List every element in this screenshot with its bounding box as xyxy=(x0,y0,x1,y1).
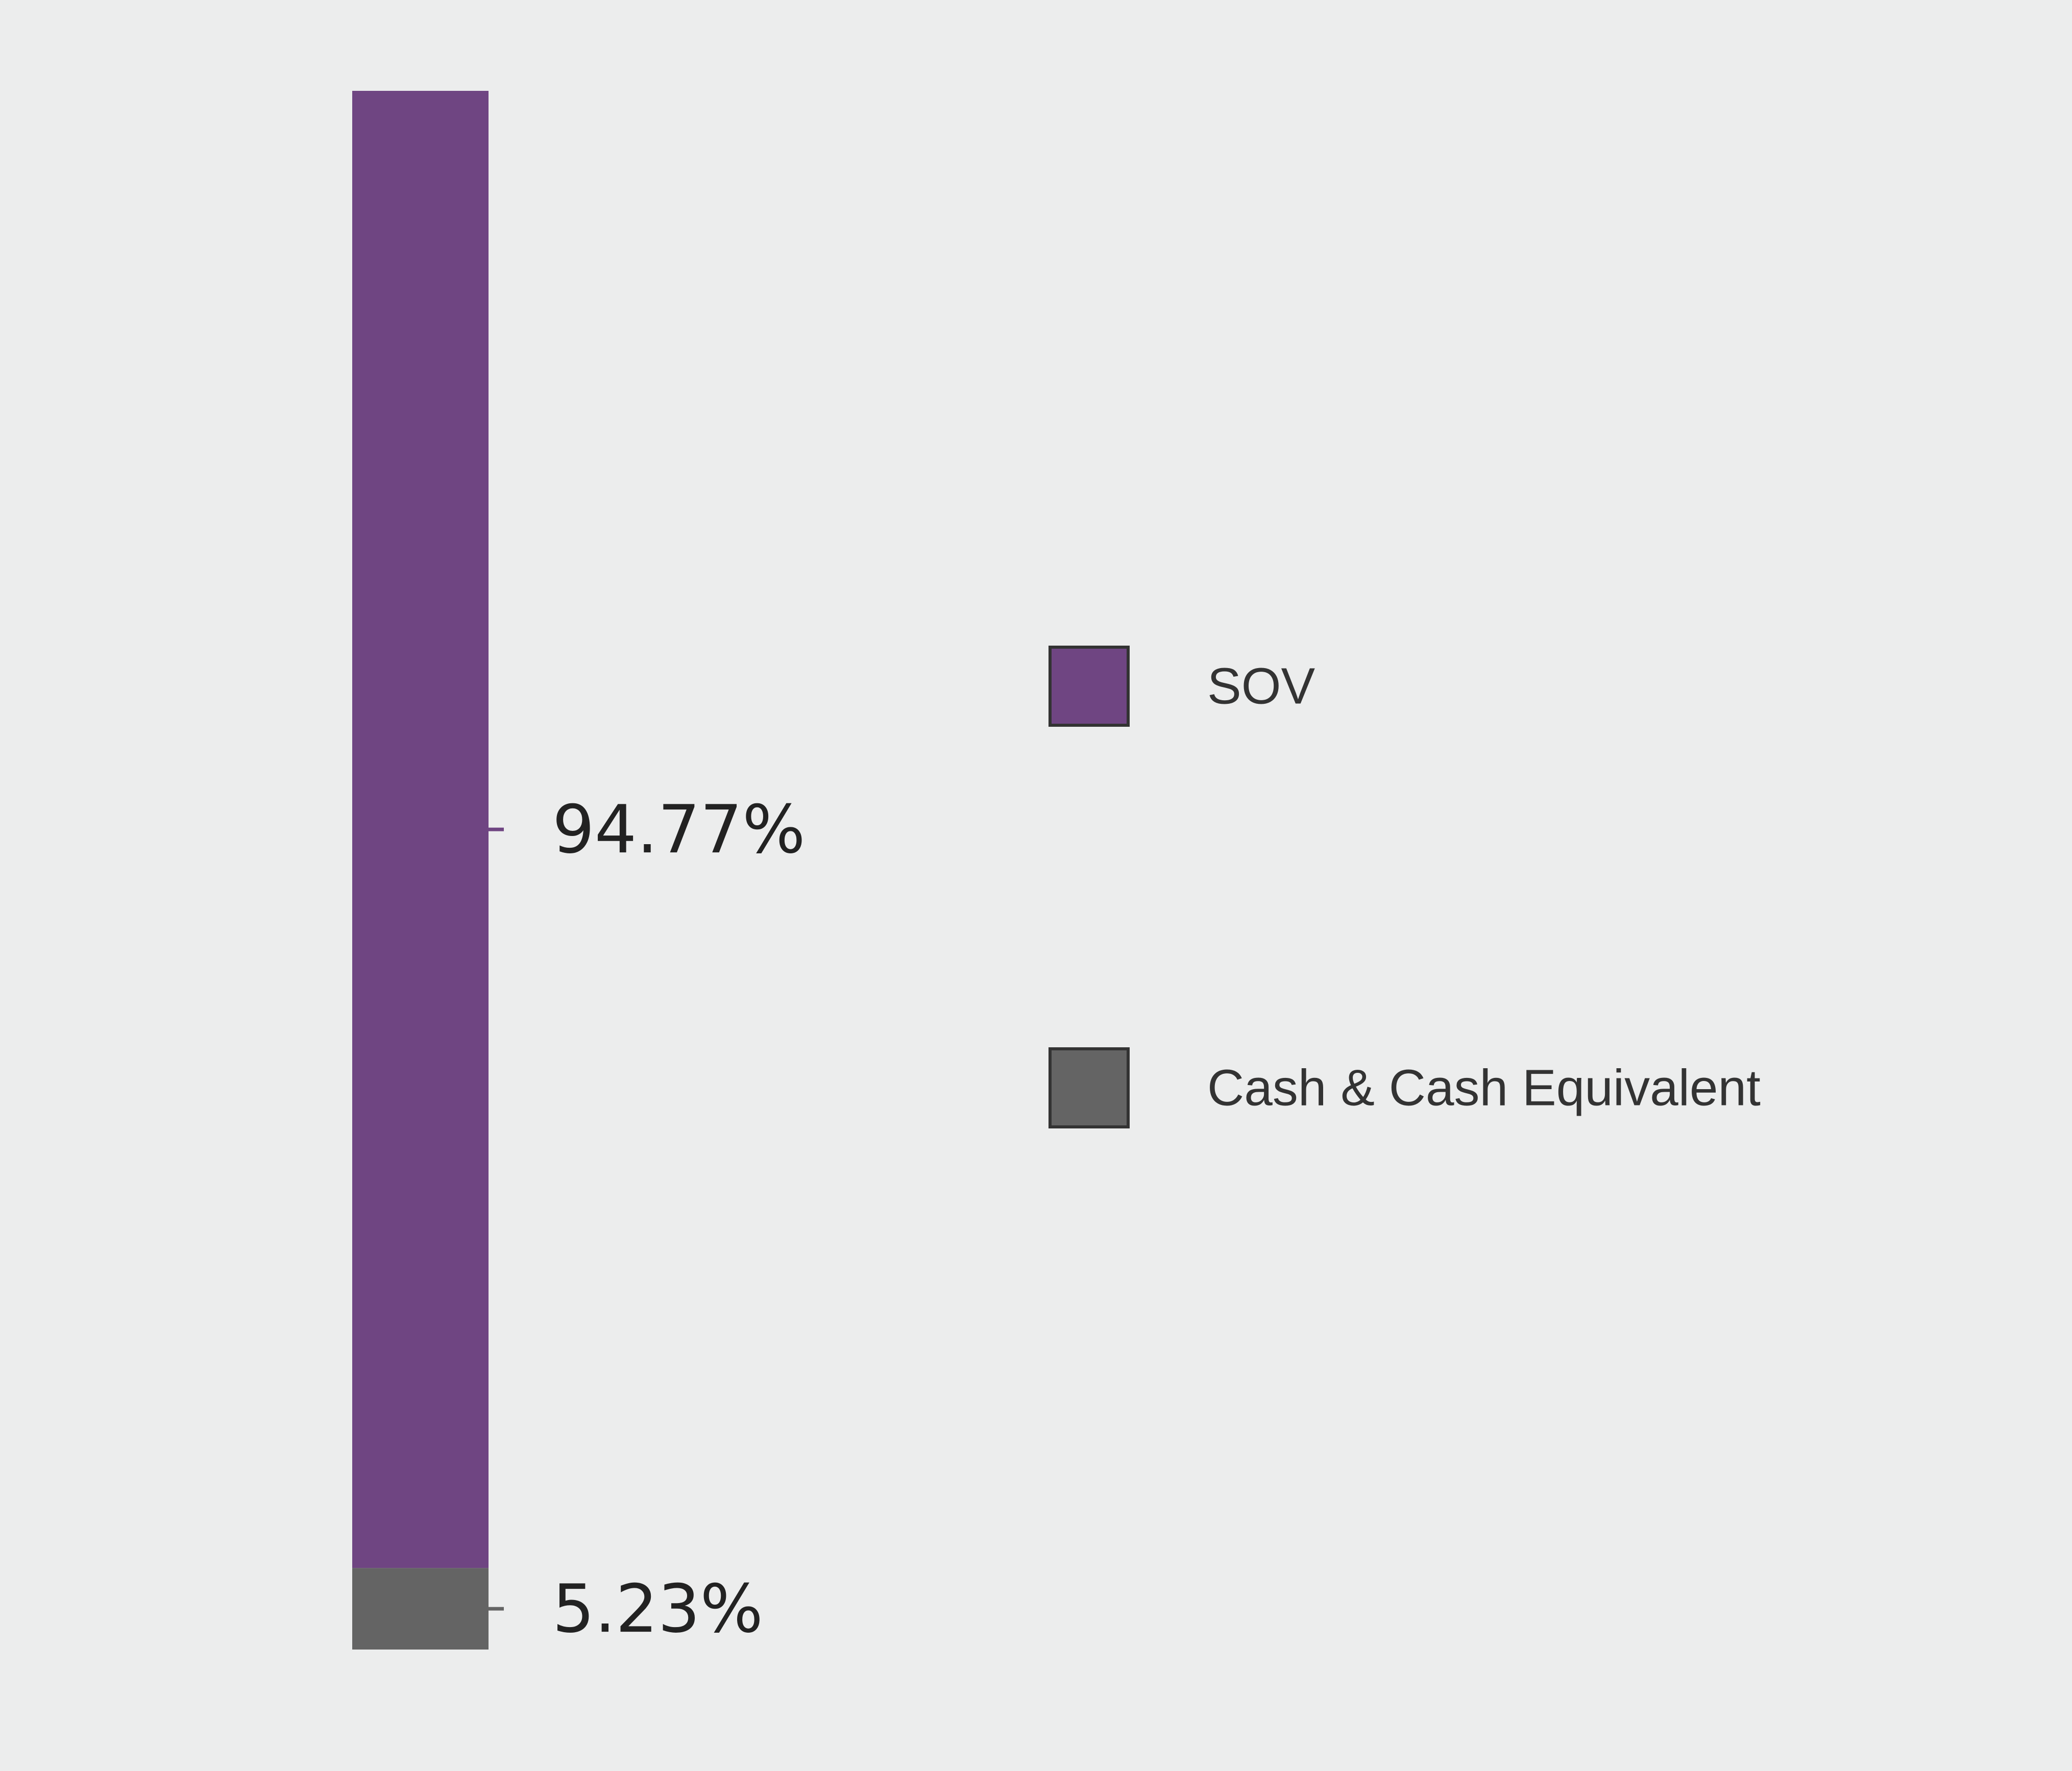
legend-label-sov: SOV xyxy=(1207,658,1315,715)
bars-layer xyxy=(352,91,489,1650)
data-label-sov: 94.77% xyxy=(552,791,806,868)
legend-label-cash-cash-equivalent: Cash & Cash Equivalent xyxy=(1207,1060,1761,1117)
legend-swatch-cash-cash-equivalent xyxy=(1049,1047,1130,1128)
bar-segment-sov xyxy=(352,91,489,1568)
bar-segment-cash-cash-equivalent xyxy=(352,1568,489,1650)
data-label-cash-cash-equivalent: 5.23% xyxy=(552,1570,763,1647)
legend: SOV Cash & Cash Equivalent xyxy=(1049,646,1761,1128)
legend-swatch-sov xyxy=(1049,646,1130,727)
value-labels-layer: 5.23% 94.77% xyxy=(489,791,806,1647)
